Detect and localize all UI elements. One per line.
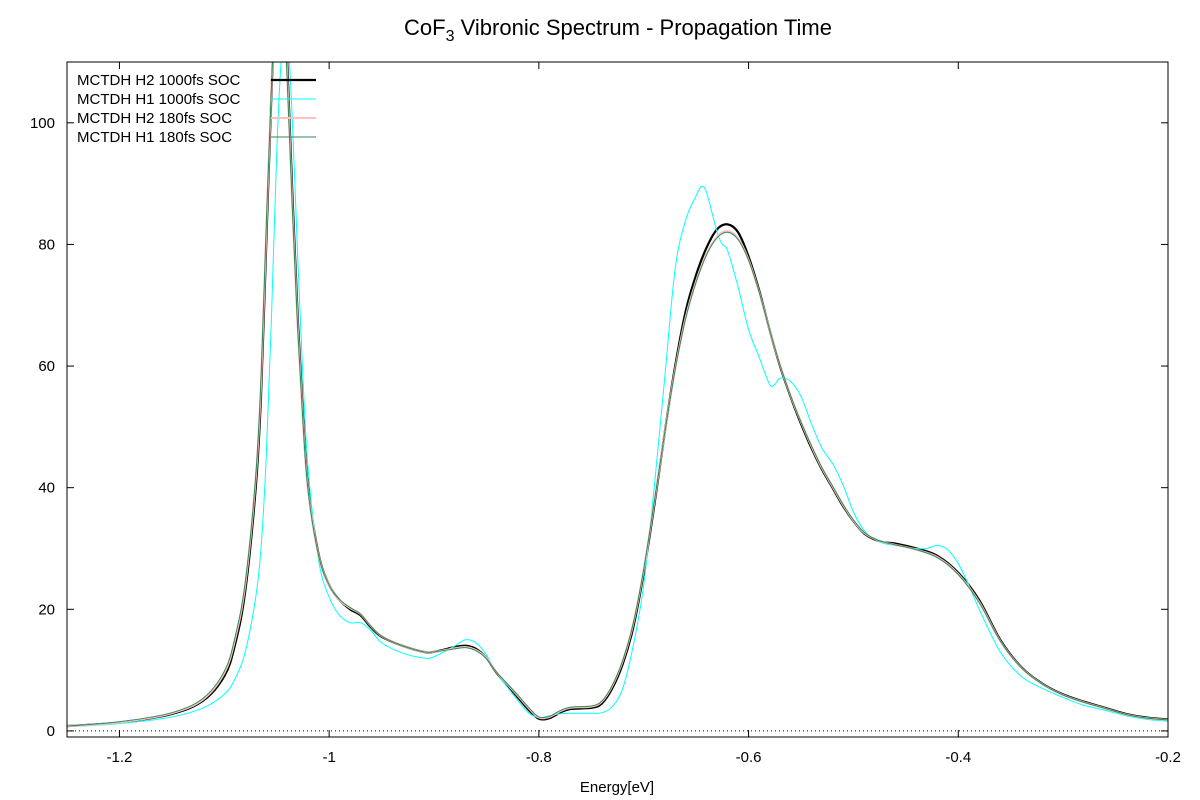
legend-label-1: MCTDH H2 1000fs SOC	[77, 72, 241, 89]
legend-label-3: MCTDH H2 180fs SOC	[77, 110, 232, 127]
y-tick-label: 40	[38, 480, 55, 497]
y-axis: 0 20 40 60 80 100	[30, 115, 1168, 740]
y-tick-label: 100	[30, 115, 55, 132]
legend: MCTDH H2 1000fs SOC MCTDH H1 1000fs SOC MC…	[77, 72, 316, 146]
series-line-4	[67, 62, 1168, 727]
x-tick-label: -1.2	[106, 749, 132, 766]
series-line-3	[67, 62, 1168, 728]
chart-title-suffix: Vibronic Spectrum - Propagation Time	[455, 15, 832, 40]
x-tick-label: -0.8	[526, 749, 552, 766]
y-tick-label: 20	[38, 601, 55, 618]
series-layer	[67, 62, 1168, 728]
chart-title-prefix: CoF	[404, 15, 446, 40]
x-axis: -1.2 -1 -0.8 -0.6 -0.4 -0.2	[106, 62, 1181, 766]
chart-title: CoF3 Vibronic Spectrum - Propagation Tim…	[404, 15, 832, 45]
plot-frame	[66, 61, 1169, 738]
x-axis-label: Energy[eV]	[580, 779, 654, 796]
y-tick-label: 60	[38, 358, 55, 375]
x-tick-label: -0.6	[736, 749, 762, 766]
x-tick-label: -0.4	[945, 749, 971, 766]
x-tick-label: -0.2	[1155, 749, 1181, 766]
legend-label-2: MCTDH H1 1000fs SOC	[77, 91, 241, 108]
legend-label-4: MCTDH H1 180fs SOC	[77, 129, 232, 146]
chart-title-subscript: 3	[446, 28, 455, 45]
series-line-1	[67, 62, 1168, 728]
series-line-2	[67, 62, 1168, 728]
x-tick-label: -1	[322, 749, 335, 766]
y-tick-label: 0	[47, 723, 55, 740]
y-tick-label: 80	[38, 236, 55, 253]
